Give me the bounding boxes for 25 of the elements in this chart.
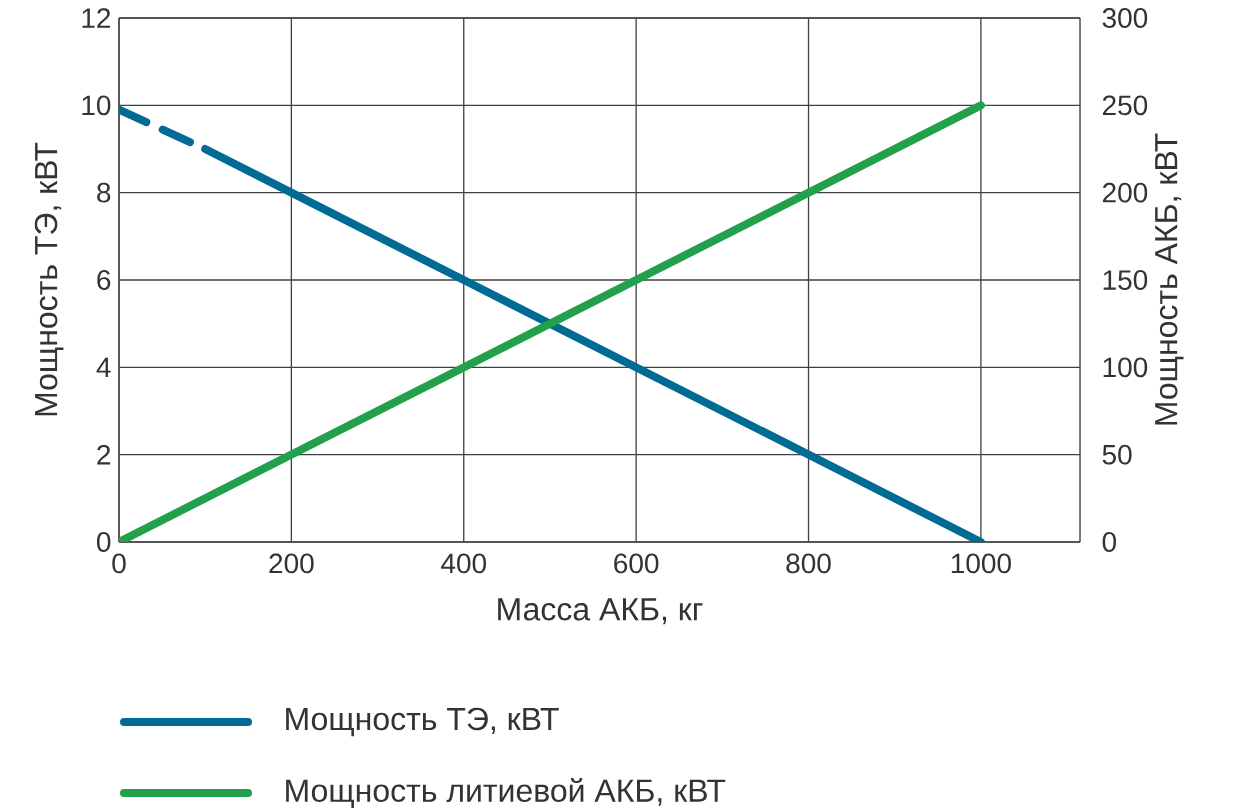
x-axis-title: Масса АКБ, кг xyxy=(498,598,703,625)
y2-tick-label: 200 xyxy=(1102,182,1148,203)
y-tick-label: 6 xyxy=(97,269,111,290)
y-axis-title: Мощность ТЭ, кВТ xyxy=(34,142,64,416)
y2-tick-label: 300 xyxy=(1102,7,1148,28)
y-tick-label: 0 xyxy=(97,531,111,552)
x-tick-label: 0 xyxy=(112,553,126,574)
y2-tick-label: 250 xyxy=(1102,95,1148,116)
y-tick-label: 8 xyxy=(97,182,111,203)
x-tick-label: 800 xyxy=(786,553,831,574)
x-tick-label: 1000 xyxy=(951,553,1011,574)
y2-tick-label: 150 xyxy=(1103,269,1148,290)
legend-label: Мощность литиевой АКБ, кВТ xyxy=(286,777,726,808)
y2-axis-title: Мощность АКБ, кВТ xyxy=(1155,133,1184,425)
y-tick-label: 4 xyxy=(96,357,111,377)
y2-tick-label: 100 xyxy=(1103,357,1148,378)
y-tick-label: 2 xyxy=(97,444,111,465)
x-tick-label: 400 xyxy=(441,553,487,574)
y-tick-label: 10 xyxy=(82,95,111,116)
x-tick-label: 600 xyxy=(614,553,659,574)
y-tick-label: 12 xyxy=(82,8,111,28)
y2-tick-label: 0 xyxy=(1102,531,1117,552)
y2-tick-label: 50 xyxy=(1102,444,1132,465)
legend-label: Мощность ТЭ, кВТ xyxy=(286,707,559,737)
x-tick-label: 200 xyxy=(269,553,314,574)
